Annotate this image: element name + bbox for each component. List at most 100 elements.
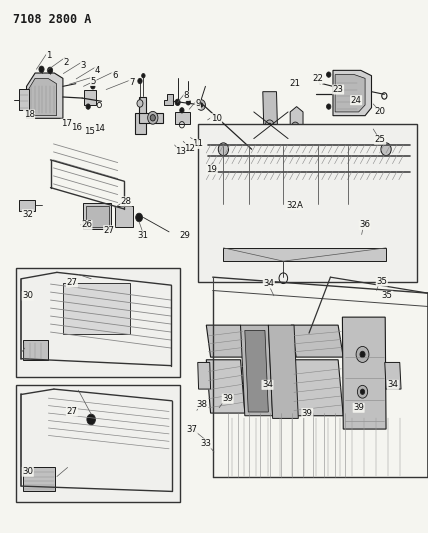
- Polygon shape: [164, 94, 173, 105]
- Polygon shape: [206, 360, 245, 413]
- Text: 33: 33: [201, 439, 212, 448]
- Circle shape: [360, 389, 365, 394]
- Text: 30: 30: [22, 292, 33, 300]
- Circle shape: [48, 67, 53, 74]
- Polygon shape: [245, 330, 268, 412]
- Polygon shape: [385, 362, 401, 389]
- Polygon shape: [241, 325, 273, 416]
- Text: 36: 36: [359, 221, 370, 229]
- Polygon shape: [291, 325, 343, 357]
- Polygon shape: [175, 112, 190, 124]
- Text: 7108 2800 A: 7108 2800 A: [13, 13, 91, 26]
- Text: 39: 39: [353, 403, 364, 412]
- Circle shape: [218, 143, 229, 156]
- Circle shape: [327, 72, 331, 77]
- Polygon shape: [198, 362, 211, 389]
- Text: 18: 18: [24, 110, 35, 119]
- Bar: [63, 283, 130, 334]
- Text: 34: 34: [262, 381, 273, 389]
- Text: 37: 37: [186, 425, 197, 433]
- Text: 38: 38: [196, 400, 208, 408]
- Bar: [23, 467, 55, 491]
- Text: 23: 23: [333, 85, 344, 94]
- Bar: [86, 206, 109, 227]
- Text: 35: 35: [382, 292, 393, 300]
- Circle shape: [148, 111, 158, 124]
- Text: 12: 12: [184, 144, 195, 152]
- Circle shape: [175, 99, 180, 106]
- Circle shape: [138, 78, 142, 84]
- Text: 30: 30: [22, 467, 33, 476]
- Circle shape: [291, 122, 299, 132]
- Text: 35: 35: [376, 277, 387, 286]
- Circle shape: [360, 351, 365, 358]
- Text: 8: 8: [184, 92, 189, 100]
- Bar: [23, 340, 48, 360]
- Circle shape: [199, 103, 203, 107]
- Text: 32: 32: [22, 210, 33, 219]
- Polygon shape: [291, 360, 343, 416]
- Text: 6: 6: [112, 71, 117, 80]
- Circle shape: [265, 120, 274, 131]
- Polygon shape: [19, 89, 29, 110]
- Circle shape: [91, 84, 95, 89]
- Text: 1: 1: [47, 52, 52, 60]
- Text: 4: 4: [95, 66, 100, 75]
- Circle shape: [197, 100, 205, 110]
- Text: 27: 27: [66, 278, 77, 287]
- Circle shape: [142, 74, 145, 78]
- Text: 15: 15: [83, 127, 95, 136]
- Bar: [115, 206, 133, 227]
- Polygon shape: [342, 317, 386, 429]
- Bar: [198, 124, 417, 282]
- Text: 10: 10: [211, 114, 222, 123]
- Text: 27: 27: [66, 407, 77, 416]
- Polygon shape: [223, 248, 386, 261]
- Text: 20: 20: [374, 108, 386, 116]
- Text: 5: 5: [91, 77, 96, 85]
- Text: 26: 26: [81, 221, 92, 229]
- Polygon shape: [19, 200, 35, 211]
- Circle shape: [136, 213, 143, 222]
- Polygon shape: [290, 107, 303, 141]
- Bar: [84, 90, 96, 105]
- Circle shape: [186, 100, 190, 105]
- Polygon shape: [263, 92, 278, 155]
- Polygon shape: [206, 325, 245, 357]
- Polygon shape: [268, 325, 298, 418]
- Polygon shape: [333, 70, 372, 116]
- Text: 21: 21: [289, 79, 300, 88]
- Text: 3: 3: [81, 61, 86, 70]
- Bar: [83, 203, 111, 229]
- Circle shape: [268, 123, 271, 127]
- Polygon shape: [29, 78, 56, 116]
- Text: 13: 13: [175, 148, 186, 156]
- Circle shape: [87, 414, 95, 425]
- Circle shape: [150, 115, 155, 121]
- Text: 34: 34: [387, 381, 398, 389]
- Text: 39: 39: [302, 409, 313, 417]
- Text: 32A: 32A: [286, 201, 303, 209]
- Text: 29: 29: [179, 231, 190, 240]
- Polygon shape: [135, 97, 146, 134]
- Text: 28: 28: [121, 197, 132, 206]
- Text: 7: 7: [129, 78, 134, 87]
- Text: 16: 16: [71, 124, 82, 132]
- Text: 9: 9: [195, 100, 200, 108]
- Circle shape: [327, 104, 331, 109]
- Circle shape: [39, 66, 44, 72]
- Text: 19: 19: [206, 165, 217, 174]
- Bar: [16, 268, 180, 377]
- Circle shape: [137, 100, 143, 107]
- Text: 22: 22: [312, 75, 323, 83]
- Bar: [16, 385, 180, 502]
- Circle shape: [180, 108, 184, 113]
- Text: 39: 39: [222, 394, 233, 403]
- Polygon shape: [252, 160, 290, 168]
- Circle shape: [381, 143, 391, 156]
- Text: 25: 25: [374, 135, 386, 144]
- Polygon shape: [335, 75, 365, 112]
- Circle shape: [356, 346, 369, 362]
- Polygon shape: [139, 113, 163, 123]
- Circle shape: [86, 104, 90, 109]
